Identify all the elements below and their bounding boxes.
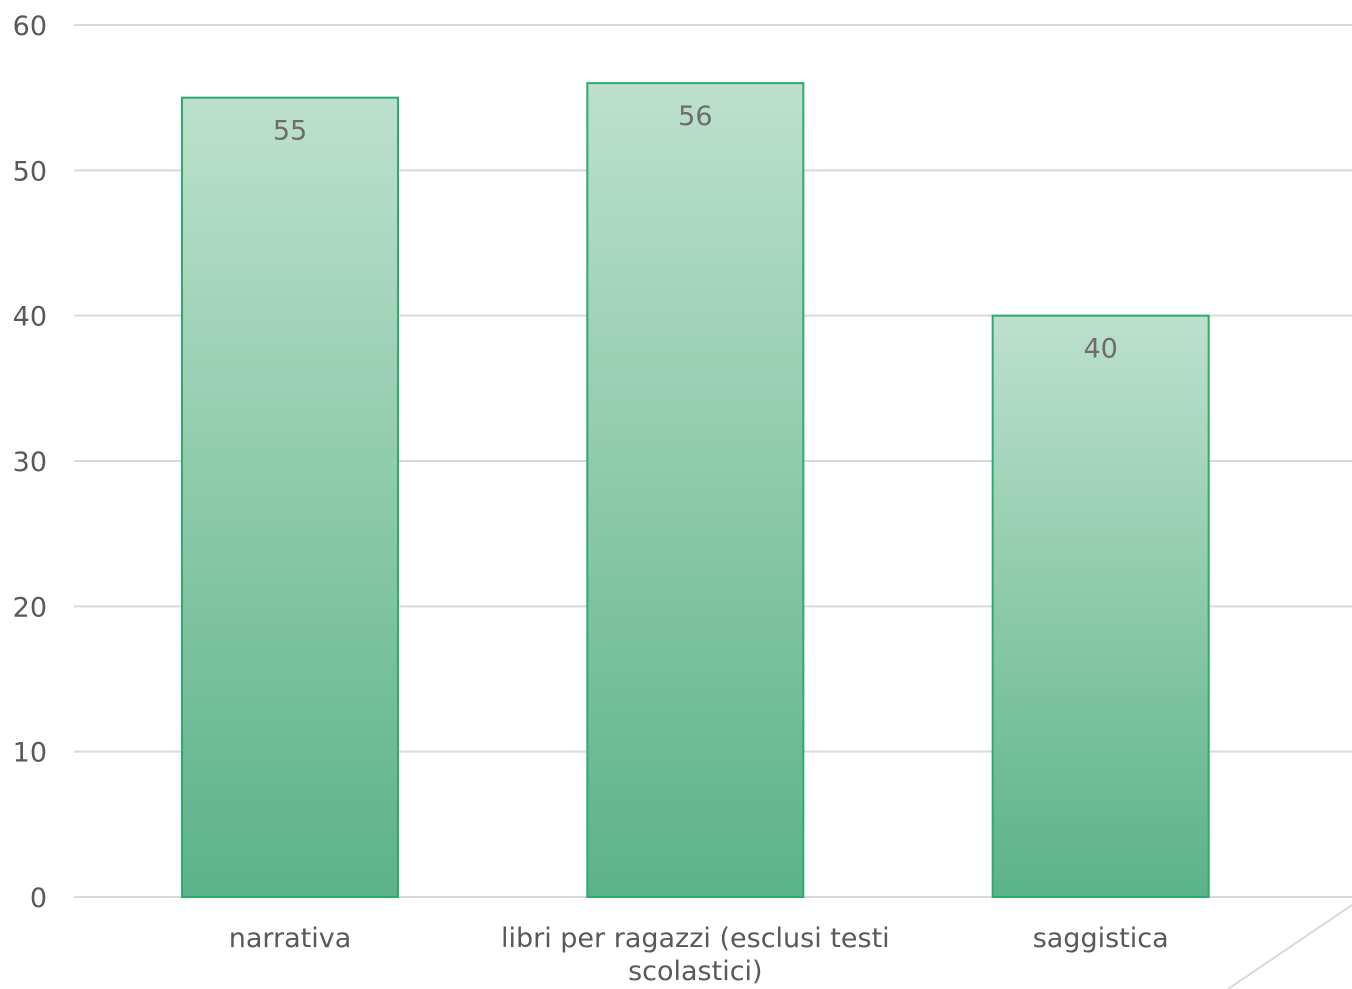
corner-decoration-line bbox=[1227, 904, 1352, 989]
y-tick-label-10: 10 bbox=[13, 738, 47, 769]
category-label-2-line-2: scolastici) bbox=[628, 956, 763, 987]
category-labels: narrativa libri per ragazzi (esclusi test… bbox=[229, 923, 1169, 987]
y-tick-label-30: 30 bbox=[13, 447, 47, 478]
y-tick-label-60: 60 bbox=[13, 11, 47, 42]
y-tick-label-50: 50 bbox=[13, 156, 47, 187]
data-label-1: 55 bbox=[273, 116, 307, 147]
bar-1 bbox=[181, 96, 399, 898]
bars bbox=[181, 82, 1210, 898]
bar-2 bbox=[586, 82, 805, 898]
data-labels: 55 56 40 bbox=[273, 101, 1118, 365]
data-label-2: 56 bbox=[678, 101, 712, 132]
category-label-1: narrativa bbox=[229, 923, 352, 954]
y-axis-tick-labels: 0 10 20 30 40 50 60 bbox=[13, 11, 47, 914]
category-label-2-line-1: libri per ragazzi (esclusi testi bbox=[501, 923, 890, 954]
y-tick-label-40: 40 bbox=[13, 302, 47, 333]
bar-3 bbox=[991, 314, 1210, 898]
category-label-3: saggistica bbox=[1033, 923, 1169, 954]
data-label-3: 40 bbox=[1083, 334, 1117, 365]
y-tick-label-0: 0 bbox=[30, 883, 47, 914]
y-tick-label-20: 20 bbox=[13, 592, 47, 623]
